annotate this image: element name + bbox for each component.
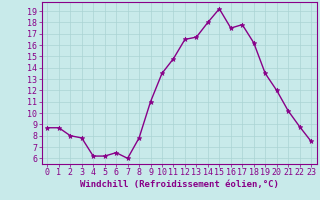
X-axis label: Windchill (Refroidissement éolien,°C): Windchill (Refroidissement éolien,°C)	[80, 180, 279, 189]
